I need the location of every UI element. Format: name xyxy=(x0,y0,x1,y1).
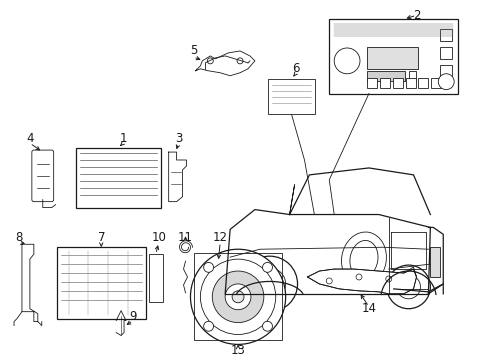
Bar xyxy=(405,78,415,87)
Bar xyxy=(439,47,451,59)
Circle shape xyxy=(253,268,285,300)
Circle shape xyxy=(355,274,361,280)
Text: 3: 3 xyxy=(175,132,182,145)
Bar xyxy=(403,277,427,289)
Text: 7: 7 xyxy=(97,231,105,244)
Circle shape xyxy=(385,276,391,282)
Bar xyxy=(366,78,376,87)
Circle shape xyxy=(333,48,359,74)
Text: 10: 10 xyxy=(151,231,166,244)
Circle shape xyxy=(262,321,272,331)
Ellipse shape xyxy=(349,240,377,278)
Bar xyxy=(328,19,457,94)
Circle shape xyxy=(242,256,297,312)
Text: 2: 2 xyxy=(412,9,419,22)
FancyBboxPatch shape xyxy=(32,150,54,202)
Circle shape xyxy=(262,262,272,272)
Circle shape xyxy=(203,321,213,331)
Circle shape xyxy=(203,262,213,272)
Text: 4: 4 xyxy=(26,132,34,145)
Bar xyxy=(148,254,163,302)
Bar xyxy=(267,79,315,114)
Bar xyxy=(429,247,439,277)
Text: 8: 8 xyxy=(15,231,22,244)
Bar xyxy=(366,71,404,81)
Bar xyxy=(366,47,418,69)
Circle shape xyxy=(190,249,285,345)
Ellipse shape xyxy=(341,232,386,286)
Bar xyxy=(57,247,145,319)
Bar xyxy=(392,78,402,87)
Circle shape xyxy=(212,271,264,323)
Bar xyxy=(379,78,389,87)
Text: 5: 5 xyxy=(189,44,197,58)
Text: 12: 12 xyxy=(212,231,227,244)
Polygon shape xyxy=(307,269,416,294)
Circle shape xyxy=(232,291,244,303)
Text: 9: 9 xyxy=(129,310,137,323)
Circle shape xyxy=(200,259,275,334)
Circle shape xyxy=(237,58,243,64)
Text: 1: 1 xyxy=(119,132,126,145)
Bar xyxy=(408,71,416,81)
Text: 6: 6 xyxy=(291,62,299,75)
Bar xyxy=(430,78,440,87)
Bar xyxy=(76,148,161,208)
Text: 14: 14 xyxy=(361,302,376,315)
Text: 13: 13 xyxy=(230,344,245,357)
Bar xyxy=(439,29,451,41)
Circle shape xyxy=(325,278,331,284)
Bar xyxy=(439,65,451,77)
Circle shape xyxy=(437,74,453,90)
Circle shape xyxy=(396,275,420,299)
Text: 11: 11 xyxy=(178,231,193,244)
Bar xyxy=(418,78,427,87)
Circle shape xyxy=(386,265,429,309)
Bar xyxy=(194,253,281,341)
Circle shape xyxy=(207,58,213,64)
Circle shape xyxy=(224,284,250,310)
